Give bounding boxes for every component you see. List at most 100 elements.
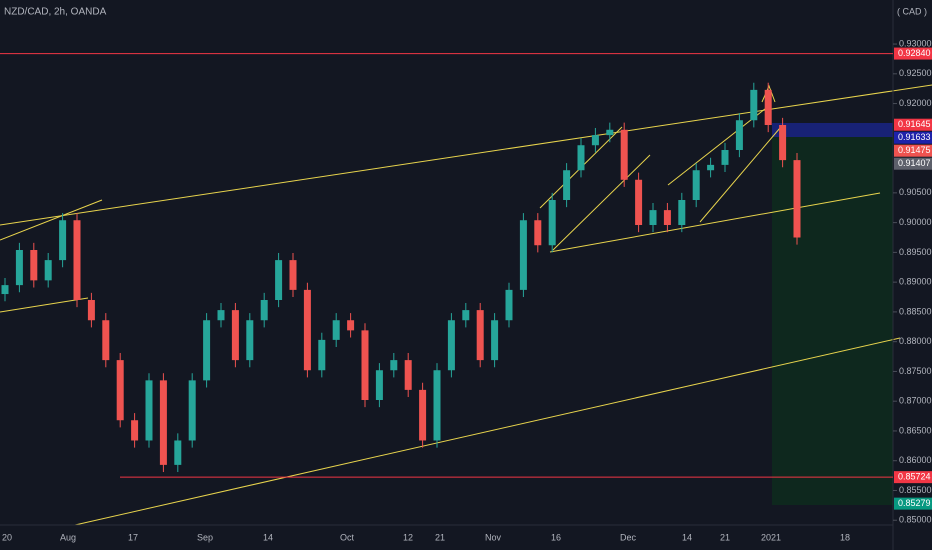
x-tick-label: 17 xyxy=(128,532,138,542)
candle-body xyxy=(419,389,427,441)
y-tick-label: 0.85000 xyxy=(899,515,932,525)
y-tick-label: 0.87000 xyxy=(899,396,932,406)
trend-line xyxy=(549,192,881,253)
candle-body xyxy=(246,320,254,361)
candle-body xyxy=(750,89,758,121)
candle-body xyxy=(131,420,139,441)
x-tick-label: 14 xyxy=(263,532,273,542)
x-tick-label: Dec xyxy=(620,532,637,542)
y-tick-label: 0.90000 xyxy=(899,217,932,227)
candle-body xyxy=(534,220,542,246)
trend-line xyxy=(761,84,776,103)
y-tick-label: 0.92000 xyxy=(899,98,932,108)
candle-body xyxy=(361,330,369,400)
candle-body xyxy=(577,145,585,171)
y-tick-label: 0.87500 xyxy=(899,366,932,376)
candle-body xyxy=(116,360,124,421)
candle-body xyxy=(217,310,225,321)
candle-body xyxy=(87,300,95,321)
candle-body xyxy=(30,250,38,281)
price-badge xyxy=(894,47,932,60)
candle-body xyxy=(678,200,686,225)
candle-body xyxy=(260,300,268,321)
candle-body xyxy=(347,320,355,331)
y-tick-label: 0.86500 xyxy=(899,425,932,435)
candle-body xyxy=(159,380,167,465)
candle-body xyxy=(303,289,311,371)
candle-body xyxy=(476,310,484,361)
candle-body xyxy=(548,200,556,246)
price-badge xyxy=(894,131,932,144)
candle-body xyxy=(433,370,441,441)
price-badge-label: 0.91475 xyxy=(898,145,931,155)
candle-body xyxy=(663,210,671,225)
price-badge-label: 0.91407 xyxy=(898,158,931,168)
price-badge xyxy=(894,497,932,510)
x-tick-label: 21 xyxy=(720,532,730,542)
candle-body xyxy=(462,310,470,321)
x-tick-label: Nov xyxy=(485,532,502,542)
x-tick-label: Aug xyxy=(60,532,76,542)
currency-label: ( CAD ) xyxy=(897,6,927,16)
candle-body xyxy=(707,164,715,171)
candle-body xyxy=(231,310,239,361)
x-tick-label: 2021 xyxy=(761,532,781,542)
candle-body xyxy=(649,210,657,225)
y-tick-label: 0.92500 xyxy=(899,68,932,78)
candle-body xyxy=(793,160,801,238)
trend-line xyxy=(699,127,781,223)
x-tick-label: Oct xyxy=(340,532,355,542)
candle-body xyxy=(15,250,23,286)
candle-body xyxy=(519,220,527,290)
candle-body xyxy=(1,285,9,295)
y-tick-label: 0.89000 xyxy=(899,277,932,287)
candle-body xyxy=(779,125,787,161)
candle-body xyxy=(44,260,52,281)
price-badge-label: 0.92840 xyxy=(898,48,931,58)
trend-line xyxy=(74,337,901,526)
candle-body xyxy=(563,170,571,200)
candle-body xyxy=(404,360,412,390)
price-badge-label: 0.85279 xyxy=(898,498,931,508)
candle-body xyxy=(692,170,700,200)
trend-line xyxy=(0,199,103,241)
target-zone xyxy=(772,137,893,505)
candle-body xyxy=(289,260,297,290)
candle-body xyxy=(390,360,398,371)
price-badge-label: 0.91645 xyxy=(898,119,931,129)
candle-body xyxy=(174,440,182,465)
chart-title: NZD/CAD, 2h, OANDA xyxy=(4,7,107,18)
x-tick-label: Sep xyxy=(197,532,213,542)
candle-body xyxy=(275,260,283,300)
candle-body xyxy=(203,320,211,381)
price-badge xyxy=(894,157,932,170)
trend-line xyxy=(0,84,932,226)
candle-body xyxy=(73,220,81,300)
x-tick-label: 14 xyxy=(682,532,692,542)
price-badge xyxy=(894,144,932,157)
candle-body xyxy=(721,150,729,165)
price-badge-label: 0.91633 xyxy=(898,132,931,142)
price-badge-label: 0.85724 xyxy=(898,472,931,482)
y-tick-label: 0.90500 xyxy=(899,187,932,197)
y-tick-label: 0.88500 xyxy=(899,306,932,316)
candle-body xyxy=(447,320,455,371)
candle-body xyxy=(375,370,383,400)
y-tick-label: 0.93000 xyxy=(899,38,932,48)
x-tick-label: 21 xyxy=(435,532,445,542)
x-tick-label: 18 xyxy=(840,532,850,542)
x-tick-label: 12 xyxy=(403,532,413,542)
candle-body xyxy=(764,89,772,125)
y-tick-label: 0.85500 xyxy=(899,485,932,495)
candle-body xyxy=(332,320,340,340)
candle-body xyxy=(635,179,643,225)
x-tick-label: 20 xyxy=(2,532,12,542)
trend-line xyxy=(552,154,651,251)
candle-body xyxy=(620,129,628,180)
candle-body xyxy=(102,320,110,361)
candle-body xyxy=(505,289,513,321)
trend-lines xyxy=(0,84,932,526)
candle-body xyxy=(59,220,67,261)
trend-line xyxy=(0,297,89,313)
